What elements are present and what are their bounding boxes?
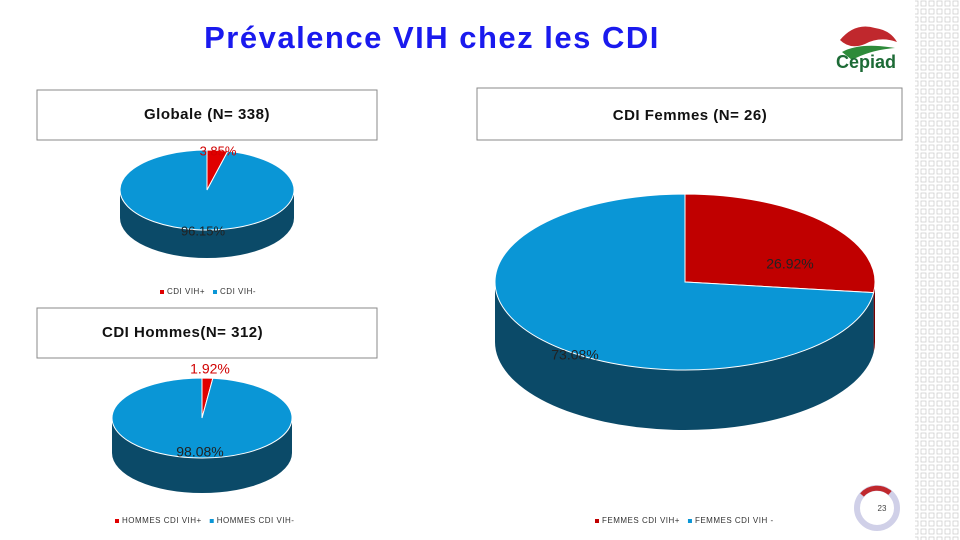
legend-swatch xyxy=(595,519,599,523)
legend-swatch xyxy=(687,519,692,523)
legend-label: HOMMES CDI VIH+ xyxy=(122,516,202,525)
pie-side xyxy=(873,282,875,353)
pie-side xyxy=(495,282,874,431)
legend-label: FEMMES CDI VIH+ xyxy=(602,516,680,525)
logo-text: Cepiad xyxy=(836,52,896,72)
chart-title: CDI Hommes(N= 312) xyxy=(102,324,263,341)
pie-slice xyxy=(119,149,295,231)
title-box xyxy=(476,87,903,141)
chart-title: Globale (N= 338) xyxy=(144,106,270,123)
pie-slice xyxy=(684,193,876,294)
page-logo: 23 xyxy=(854,485,900,531)
legend-swatch xyxy=(115,519,119,523)
legend-swatch xyxy=(160,290,164,294)
legend-label: FEMMES CDI VIH - xyxy=(695,516,774,525)
legend-swatch xyxy=(209,519,214,523)
legend-label: HOMMES CDI VIH- xyxy=(217,516,295,525)
data-label: 96.15% xyxy=(181,223,226,238)
title-box xyxy=(36,307,378,359)
side-pattern xyxy=(915,0,960,540)
pie-side xyxy=(120,190,294,258)
legend-label: CDI VIH+ xyxy=(167,287,205,296)
data-label: 98.08% xyxy=(176,444,223,460)
slide-title: Prévalence VIH chez les CDI xyxy=(204,20,660,55)
data-label: 3.85% xyxy=(200,143,237,158)
data-label: 26.92% xyxy=(766,256,813,272)
pie-slice xyxy=(494,193,875,371)
title-box xyxy=(36,89,378,141)
slide-number: 23 xyxy=(878,504,887,513)
data-label: 1.92% xyxy=(190,361,230,377)
legend-label: CDI VIH- xyxy=(220,287,256,296)
data-label: 73.08% xyxy=(551,347,598,363)
pie-side xyxy=(112,418,292,493)
pie-slice xyxy=(111,377,293,459)
legend-swatch xyxy=(213,290,218,294)
logo: Cepiad xyxy=(836,26,897,72)
chart-title: CDI Femmes (N= 26) xyxy=(613,107,767,124)
